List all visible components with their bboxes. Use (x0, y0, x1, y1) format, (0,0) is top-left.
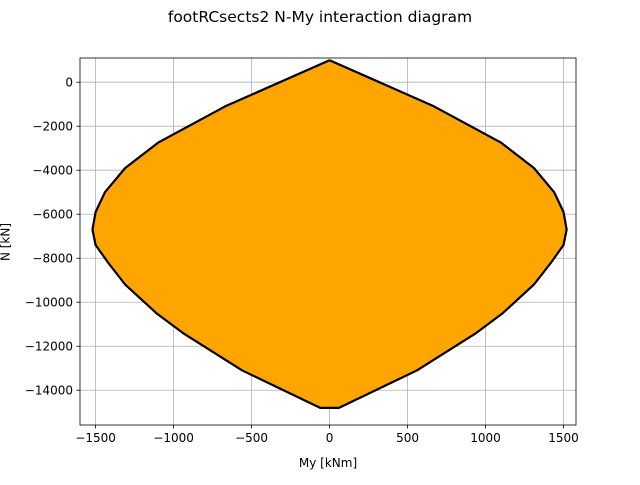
y-tick-label: −4000 (32, 164, 73, 178)
y-axis-label: N [kN] (0, 223, 13, 261)
y-tick-label: −8000 (32, 252, 73, 266)
y-tick-label: 0 (65, 76, 73, 90)
interaction-area-fill (92, 60, 567, 408)
plot-frame (79, 57, 577, 426)
x-tick-label: 1500 (548, 431, 579, 445)
x-tick-label: −1500 (75, 431, 116, 445)
x-tick-label: −500 (235, 431, 268, 445)
x-tick-label: 0 (326, 431, 334, 445)
x-tick-label: 500 (396, 431, 419, 445)
interaction-boundary-line (91, 59, 568, 409)
y-tick-label: −12000 (25, 340, 73, 354)
x-tick-label: 1000 (470, 431, 501, 445)
x-axis-label: My [kNm] (299, 456, 357, 470)
area-layer (91, 59, 568, 409)
y-tick-label: −6000 (32, 208, 73, 222)
chart-title: footRCsects2 N-My interaction diagram (168, 8, 472, 26)
tick-layer: −1500 −1000 −500 0 500 1000 1500 0 −2000 −4000 −60… (25, 76, 579, 445)
y-tick-label: −2000 (32, 120, 73, 134)
x-tick-label: −1000 (153, 431, 194, 445)
y-tick-label: −10000 (25, 296, 73, 310)
y-tick-label: −14000 (25, 384, 73, 398)
